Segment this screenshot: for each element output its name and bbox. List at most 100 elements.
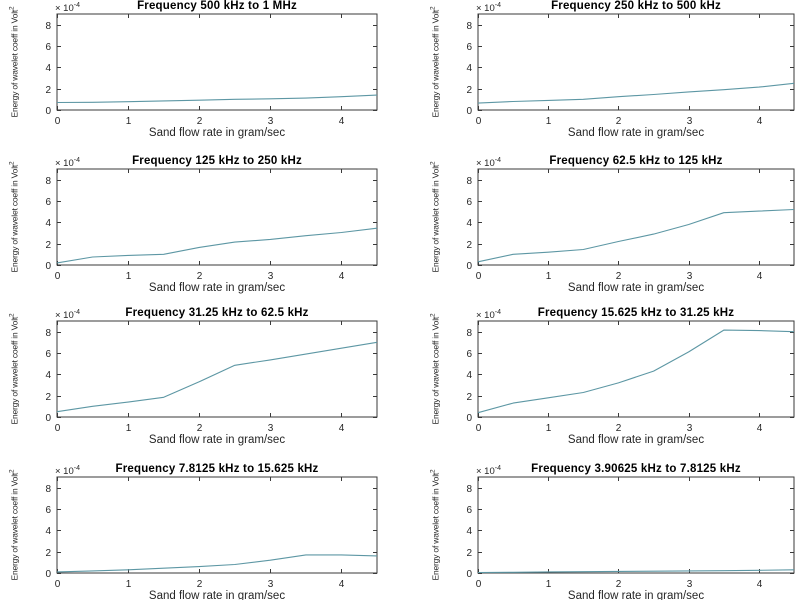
exponent-base: × 10 xyxy=(55,466,74,478)
plot-area: 0 1 2 3 4 0 2 4 6 8 xyxy=(466,476,795,590)
y-axis-label: Energy of wavelet coeff in Volt2 xyxy=(7,7,21,118)
subplot-title: Frequency 250 kHz to 500 kHz xyxy=(551,0,721,12)
x-tick-label: 1 xyxy=(126,116,132,127)
y-tick-label: 8 xyxy=(466,21,472,32)
x-tick-label: 2 xyxy=(616,116,622,127)
y-tick-label: 6 xyxy=(466,42,472,53)
exponent-power: -4 xyxy=(73,2,80,9)
y-tick-label: 6 xyxy=(45,505,51,516)
y-axis-label-power: 2 xyxy=(429,161,437,165)
y-tick-label: 2 xyxy=(45,392,51,403)
y-tick-label: 4 xyxy=(466,218,472,229)
x-tick-label: 1 xyxy=(126,423,132,434)
y-tick-label: 4 xyxy=(45,370,51,381)
y-tick-label: 8 xyxy=(466,176,472,187)
x-tick-label: 0 xyxy=(55,116,61,127)
x-tick-label: 1 xyxy=(546,579,552,590)
axes-box xyxy=(477,320,795,418)
subplot-title: Frequency 31.25 kHz to 62.5 kHz xyxy=(125,307,309,319)
x-axis-label: Sand flow rate in gram/sec xyxy=(567,127,705,139)
y-axis-exponent-label: × 10-4 xyxy=(476,309,501,321)
y-tick-label: 6 xyxy=(45,42,51,53)
exponent-base: × 10 xyxy=(476,158,495,170)
x-tick-label: 1 xyxy=(126,579,132,590)
y-axis-label-text: Energy of wavelet coeff in Volt xyxy=(9,472,20,581)
y-axis-label-text: Energy of wavelet coeff in Volt xyxy=(430,316,441,425)
x-tick-label: 0 xyxy=(476,423,482,434)
y-axis-label-power: 2 xyxy=(429,6,437,10)
plot-area: 0 1 2 3 4 0 2 4 6 8 xyxy=(45,320,378,434)
y-tick-label: 4 xyxy=(45,63,51,74)
y-tick-label: 2 xyxy=(45,240,51,251)
x-axis-label: Sand flow rate in gram/sec xyxy=(148,127,286,139)
x-tick-label: 2 xyxy=(616,271,622,282)
y-tick-label: 8 xyxy=(45,328,51,339)
y-axis-label-power: 2 xyxy=(8,161,16,165)
axes-box xyxy=(56,13,378,111)
y-axis-label-power: 2 xyxy=(429,469,437,473)
x-tick-label: 4 xyxy=(757,271,763,282)
x-tick-label: 0 xyxy=(55,579,61,590)
exponent-power: -4 xyxy=(73,157,80,164)
y-axis-label: Energy of wavelet coeff in Volt2 xyxy=(7,162,21,273)
y-axis-exponent-label: × 10-4 xyxy=(55,309,80,321)
y-tick-label: 0 xyxy=(466,569,472,580)
y-tick-label: 2 xyxy=(466,240,472,251)
x-axis-label: Sand flow rate in gram/sec xyxy=(567,434,705,446)
y-axis-label-power: 2 xyxy=(8,313,16,317)
x-axis-label: Sand flow rate in gram/sec xyxy=(148,590,286,600)
x-tick-label: 1 xyxy=(546,423,552,434)
y-axis-label: Energy of wavelet coeff in Volt2 xyxy=(428,162,442,273)
y-axis-label: Energy of wavelet coeff in Volt2 xyxy=(428,7,442,118)
y-tick-label: 0 xyxy=(45,261,51,272)
y-tick-label: 4 xyxy=(45,526,51,537)
plot-area: 0 1 2 3 4 0 2 4 6 8 xyxy=(45,13,378,127)
y-axis-exponent-label: × 10-4 xyxy=(476,465,501,477)
y-tick-label: 4 xyxy=(45,218,51,229)
y-axis-label-text: Energy of wavelet coeff in Volt xyxy=(9,9,20,118)
x-tick-label: 4 xyxy=(757,116,763,127)
exponent-power: -4 xyxy=(494,309,501,316)
y-tick-label: 0 xyxy=(45,106,51,117)
y-tick-label: 8 xyxy=(45,21,51,32)
y-axis-exponent-label: × 10-4 xyxy=(55,2,80,14)
y-axis-label-text: Energy of wavelet coeff in Volt xyxy=(9,164,20,273)
y-tick-label: 8 xyxy=(45,176,51,187)
x-axis-label: Sand flow rate in gram/sec xyxy=(148,282,286,294)
x-tick-label: 3 xyxy=(268,116,274,127)
y-tick-label: 0 xyxy=(466,106,472,117)
exponent-base: × 10 xyxy=(55,158,74,170)
plot-area: 0 1 2 3 4 0 2 4 6 8 xyxy=(45,476,378,590)
y-tick-label: 0 xyxy=(45,413,51,424)
subplot-title: Frequency 500 kHz to 1 MHz xyxy=(137,0,297,12)
y-tick-label: 6 xyxy=(45,349,51,360)
y-tick-label: 6 xyxy=(45,197,51,208)
y-tick-label: 4 xyxy=(466,370,472,381)
data-line xyxy=(56,554,378,573)
y-axis-label-text: Energy of wavelet coeff in Volt xyxy=(430,472,441,581)
plot-area: 0 1 2 3 4 0 2 4 6 8 xyxy=(45,168,378,282)
y-tick-label: 6 xyxy=(466,505,472,516)
axes-box xyxy=(477,13,795,111)
y-tick-label: 2 xyxy=(466,85,472,96)
data-line xyxy=(477,569,795,574)
x-tick-label: 1 xyxy=(546,116,552,127)
axes-box xyxy=(477,476,795,574)
x-tick-label: 3 xyxy=(687,579,693,590)
x-tick-label: 4 xyxy=(339,116,345,127)
y-axis-label: Energy of wavelet coeff in Volt2 xyxy=(428,314,442,425)
y-axis-exponent-label: × 10-4 xyxy=(55,157,80,169)
y-tick-label: 2 xyxy=(45,548,51,559)
y-axis-label-text: Energy of wavelet coeff in Volt xyxy=(430,164,441,273)
x-tick-label: 3 xyxy=(687,271,693,282)
x-tick-label: 3 xyxy=(268,579,274,590)
exponent-base: × 10 xyxy=(55,3,74,15)
exponent-base: × 10 xyxy=(476,466,495,478)
subplot-title: Frequency 62.5 kHz to 125 kHz xyxy=(549,155,723,167)
data-line xyxy=(56,227,378,264)
exponent-base: × 10 xyxy=(476,3,495,15)
data-line xyxy=(56,94,378,104)
x-tick-label: 0 xyxy=(476,271,482,282)
x-tick-label: 4 xyxy=(339,579,345,590)
